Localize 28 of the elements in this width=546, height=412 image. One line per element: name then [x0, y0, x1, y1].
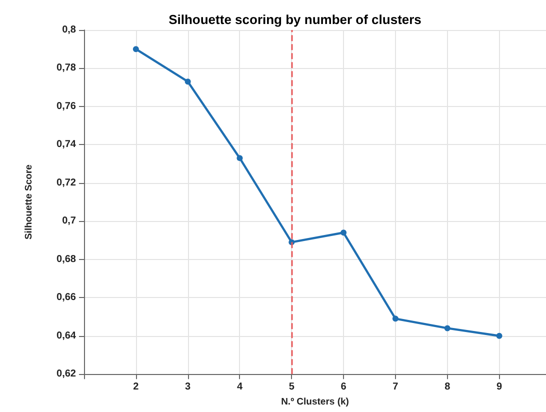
y-tick-label: 0,62 [56, 368, 76, 380]
x-tick-label: 8 [444, 382, 451, 393]
y-tick-label: 0,68 [56, 254, 76, 265]
point [496, 332, 502, 339]
y-tick-label: 0,74 [56, 139, 76, 150]
x-axis-title: N.º Clusters (k) [281, 396, 349, 408]
point [132, 46, 139, 52]
y-tick-label: 0,66 [56, 292, 76, 304]
x-tick-label: 6 [340, 382, 347, 393]
y-tick-label: 0,7 [62, 216, 76, 227]
y-tick-label: 0,78 [56, 62, 76, 74]
point [444, 325, 450, 332]
point [184, 78, 191, 85]
y-tick-label: 0,76 [56, 100, 76, 112]
y-axis-title: Silhouette Score [24, 164, 34, 240]
chart-title: Silhouette scoring by number of clusters [168, 12, 422, 27]
point [392, 316, 398, 322]
y-tick-label: 0,64 [56, 330, 76, 342]
x-tick-label: 5 [288, 382, 295, 393]
x-tick-label: 2 [133, 382, 140, 393]
y-tick-label: 0,72 [56, 177, 76, 188]
point [236, 155, 243, 162]
x-tick-label: 9 [496, 382, 502, 393]
x-tick-label: 4 [236, 382, 243, 393]
point [340, 230, 347, 236]
x-tick-label: 3 [185, 382, 192, 393]
x-tick-label: 7 [392, 382, 399, 393]
y-tick-label: 0,8 [62, 24, 76, 36]
